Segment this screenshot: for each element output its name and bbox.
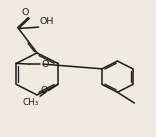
- Text: O: O: [41, 60, 48, 69]
- Text: O: O: [22, 8, 29, 17]
- Text: O: O: [40, 86, 48, 95]
- Text: CH₃: CH₃: [23, 98, 39, 107]
- Text: OH: OH: [39, 17, 54, 26]
